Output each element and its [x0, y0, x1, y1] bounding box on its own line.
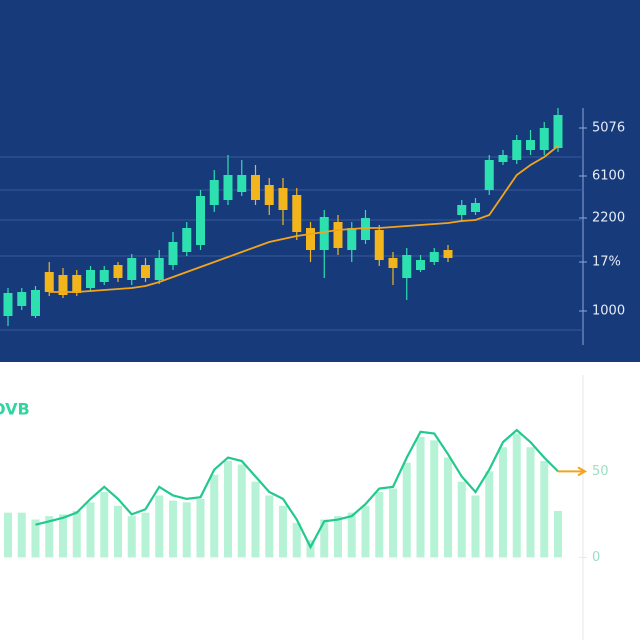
candle-body	[457, 205, 467, 215]
candle-body	[292, 195, 302, 232]
y-tick-label: 1000	[592, 304, 625, 319]
y-tick-label: 0	[592, 550, 600, 565]
price-plot: 5076 6100 2200 17% 1000	[0, 108, 625, 331]
candle-body	[319, 217, 329, 250]
obv-bar	[59, 514, 67, 558]
candle-body	[374, 230, 384, 260]
candle-body	[237, 175, 247, 192]
moving-average	[49, 145, 559, 293]
obv-bar	[72, 510, 81, 558]
candle-body	[278, 188, 288, 210]
candle-body	[251, 175, 260, 200]
candle-body	[182, 228, 192, 252]
obv-plot: 0 50	[4, 428, 609, 565]
candle-body	[347, 228, 357, 250]
candle-body	[388, 258, 398, 268]
obv-bar	[375, 492, 384, 558]
candle-body	[416, 260, 425, 270]
obv-bar	[554, 510, 562, 558]
obv-bar	[100, 492, 109, 558]
candle-body	[553, 115, 563, 148]
candle-body	[99, 270, 109, 282]
obv-bar	[210, 474, 219, 558]
obv-bar	[31, 519, 40, 558]
obv-bar	[17, 512, 26, 558]
candle-body	[127, 258, 137, 280]
candle-body	[86, 270, 95, 288]
obv-bar	[457, 481, 466, 558]
candle-body	[333, 222, 343, 248]
obv-bar	[361, 505, 370, 558]
candle-body	[429, 252, 439, 262]
candle-body	[3, 293, 13, 316]
obv-bar	[4, 512, 12, 558]
obv-bar	[485, 471, 494, 558]
obv-bar	[471, 495, 480, 558]
y-tick-label: 2200	[592, 211, 625, 226]
y-tick-label: 50	[592, 464, 609, 479]
candle-body	[58, 275, 68, 295]
candle-body	[44, 272, 54, 292]
candle-body	[196, 196, 205, 245]
obv-bar	[141, 512, 150, 558]
candle-body	[223, 175, 233, 200]
obv-bar	[402, 462, 411, 558]
obv-bar	[499, 447, 507, 558]
candle-body	[484, 160, 494, 190]
candle-body	[168, 242, 178, 265]
price-panel	[0, 0, 640, 362]
obv-bar	[279, 505, 287, 558]
candle-body	[471, 203, 480, 212]
candle-body	[443, 250, 453, 258]
obv-bar	[416, 436, 425, 558]
candle-body	[512, 140, 522, 160]
candle-body	[526, 140, 535, 150]
candle-body	[306, 228, 315, 250]
obv-bar	[512, 433, 521, 558]
obv-bar	[45, 516, 54, 558]
candle-body	[17, 292, 27, 306]
candle-body	[72, 275, 82, 293]
obv-bar	[196, 498, 205, 558]
obv-bar	[292, 522, 301, 558]
obv-bar	[334, 516, 342, 558]
obv-bar	[430, 440, 439, 558]
obv-bar	[224, 461, 232, 558]
obv-bar	[237, 464, 246, 558]
candle-body	[361, 218, 370, 240]
candle-body	[539, 128, 549, 150]
candle-body	[154, 258, 164, 280]
candle-body	[402, 255, 412, 278]
obv-bar	[127, 516, 136, 558]
obv-bar	[526, 447, 535, 558]
candle-body	[113, 265, 123, 278]
obv-bar	[540, 461, 549, 558]
obv-title: OVB	[0, 400, 30, 419]
obv-bar	[347, 512, 356, 558]
obv-bar	[114, 505, 122, 558]
obv-bar	[169, 500, 177, 558]
y-tick-label: 5076	[592, 121, 625, 136]
candle-body	[209, 180, 219, 205]
obv-bar	[444, 457, 452, 558]
obv-bar	[389, 488, 397, 558]
candle-body	[264, 185, 274, 205]
obv-pointer	[558, 466, 588, 477]
obv-bar	[155, 495, 164, 558]
obv-bar	[320, 519, 329, 558]
obv-bar	[265, 495, 274, 558]
candle-body	[141, 265, 150, 278]
y-tick-label: 6100	[592, 169, 625, 184]
candle-body	[31, 290, 40, 316]
candle-body	[498, 155, 508, 162]
y-tick-label: 17%	[592, 255, 621, 270]
obv-line	[35, 428, 559, 550]
obv-bar	[182, 502, 191, 558]
obv-bar	[86, 502, 95, 558]
obv-bar	[251, 481, 260, 558]
